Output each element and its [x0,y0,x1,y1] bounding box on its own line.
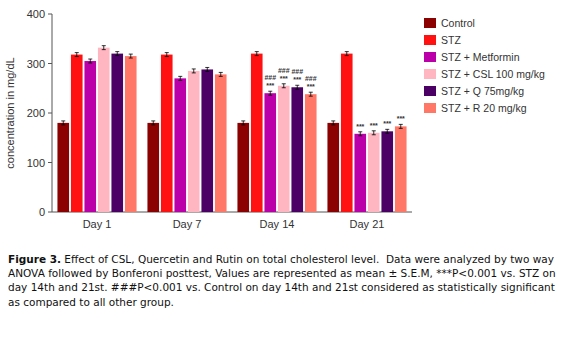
x-tick-label: Day 14 [260,218,295,230]
bar [264,93,276,212]
error-bar [75,53,79,57]
error-bar [129,54,133,58]
bars [57,46,406,212]
y-tick-label: 400 [27,8,45,20]
error-bar [151,121,155,125]
error-bar [268,91,272,95]
caption: Figure 3. Effect of CSL, Quercetin and R… [8,252,564,309]
bar [354,134,366,212]
y-tick [48,63,52,64]
bar [84,61,96,212]
y-tick-label: 200 [27,107,45,119]
bar [161,55,173,212]
legend-swatch [424,35,436,45]
error-bar [358,132,362,136]
annotation: *** [307,83,315,90]
error-bar [295,85,299,89]
bar [278,86,290,212]
error-bar [192,69,196,73]
bar [327,123,339,212]
x-tick-label: Day 21 [350,218,385,230]
annotation: *** [370,122,378,129]
y-tick-label: 0 [39,206,45,218]
annotation: *** [356,123,364,130]
annotation: ### [291,68,303,75]
legend-label: STZ + CSL 100 mg/kg [441,68,545,80]
annotation: *** [397,115,405,122]
error-bar [178,76,182,80]
bar [237,123,249,212]
error-bar [385,129,389,133]
bar [215,74,227,212]
error-bar [115,52,119,56]
error-bar [241,121,245,125]
bar [98,48,110,212]
error-bar [255,52,259,56]
error-bar [205,67,209,71]
caption-text: Effect of CSL, Quercetin and Rutin on to… [8,253,559,308]
legend-swatch [424,18,436,28]
y-axis-line [52,14,53,212]
error-bar [399,124,403,128]
legend: Control STZ STZ + Metformin STZ + CSL 100 m… [424,17,545,114]
bar [381,131,393,212]
legend-swatch [424,69,436,79]
error-bar [345,52,349,56]
bar [147,123,159,212]
error-bar [61,121,65,125]
annotation: *** [280,75,288,82]
legend-label: STZ + R 20 mg/kg [441,102,527,114]
annotation: ### [264,74,276,81]
error-bar [102,46,106,50]
y-tick-label: 300 [27,58,45,70]
bar [201,69,213,212]
bar [71,55,83,212]
annotation: ### [305,75,317,82]
legend-swatch [424,86,436,96]
annotation: *** [383,120,391,127]
x-tick-label: Day 1 [83,218,112,230]
error-bar [309,92,313,96]
legend-label: STZ + Q 75mg/kg [441,85,524,97]
figure-label: Figure 3. [8,253,61,265]
annotation: ### [278,67,290,74]
legend-label: Control [441,17,475,29]
y-tick [48,14,52,15]
error-bar [282,84,286,88]
y-tick [48,162,52,163]
bar [341,54,353,212]
x-tick-label: Day 7 [173,218,202,230]
bar [305,94,317,212]
bar [57,123,69,212]
legend-label: STZ + Metformin [441,51,520,63]
y-axis: 0 100 200 300 400 [27,8,412,218]
legend-label: STZ [441,34,461,46]
bar [368,133,380,212]
error-bar [88,59,92,63]
bar [291,87,303,212]
bar [125,56,137,212]
error-bar [165,53,169,57]
error-bar [219,72,223,76]
error-bar [372,131,376,135]
y-tick [48,212,52,213]
y-tick [48,113,52,114]
bar [395,126,407,212]
legend-swatch [424,103,436,113]
chart: 0 100 200 300 400 concentration in mg/dL Day 1… [0,0,572,250]
bar [111,54,123,212]
annotation: *** [266,82,274,89]
bar [251,54,263,212]
bar [174,78,186,212]
annotation: *** [293,76,301,83]
legend-swatch [424,52,436,62]
error-bar [331,121,335,125]
y-tick-label: 100 [27,157,45,169]
bar [188,71,200,212]
y-axis-label: concentration in mg/dL [4,57,16,168]
